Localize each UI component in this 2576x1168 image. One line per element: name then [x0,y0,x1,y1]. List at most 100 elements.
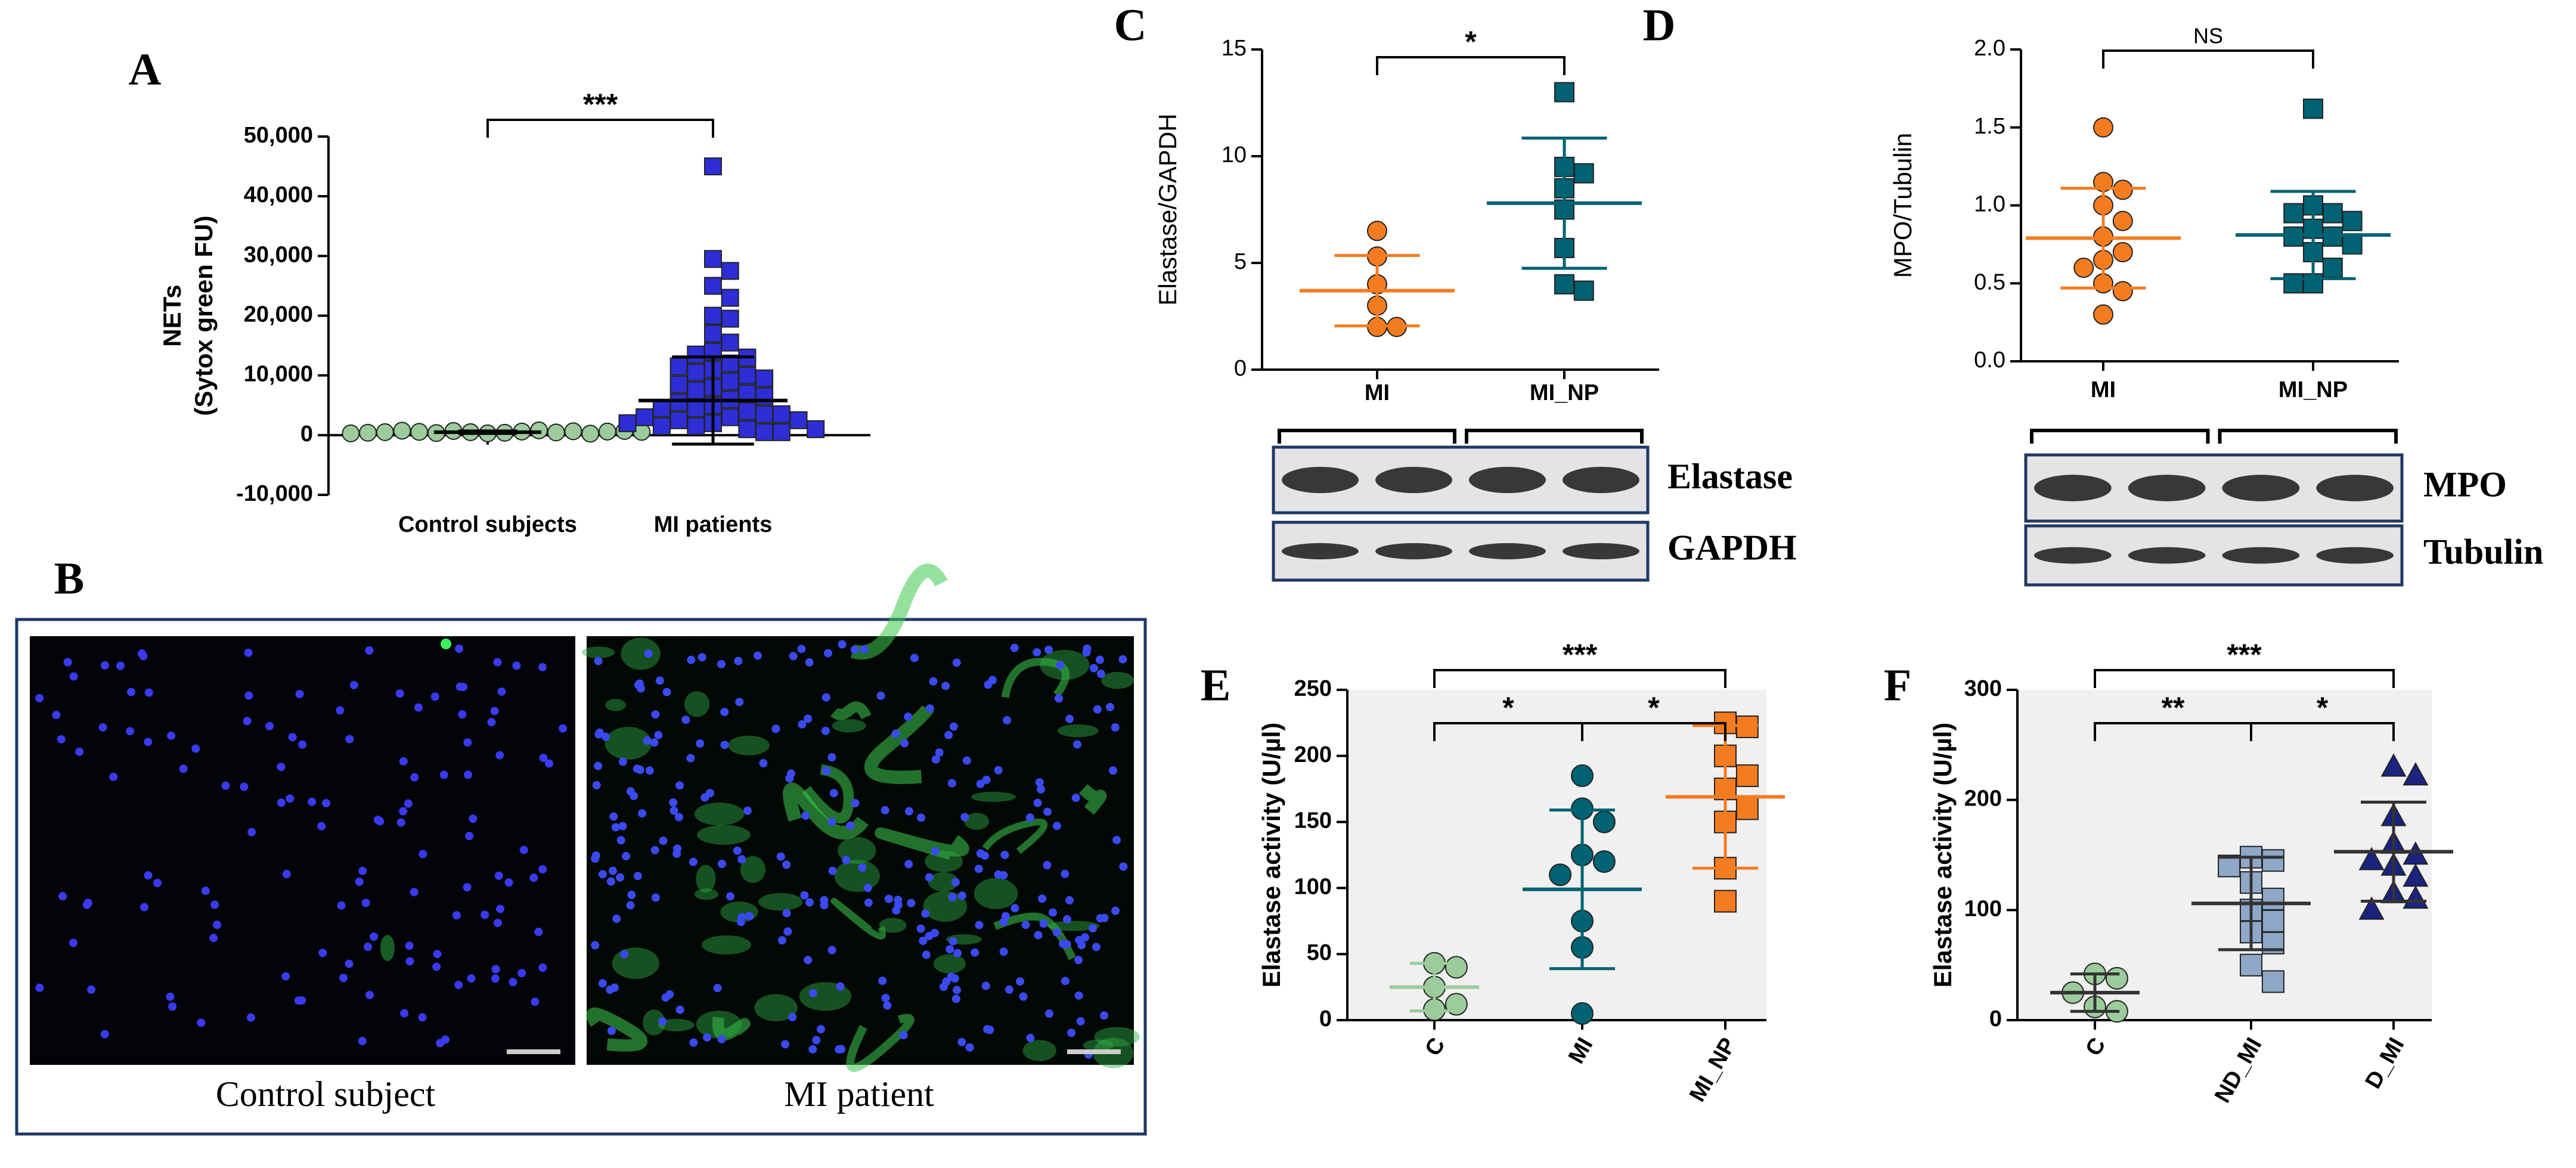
error-bar [2218,856,2284,952]
net-patch [697,825,751,845]
nucleus [1119,862,1128,871]
nucleus [822,766,831,775]
nucleus [213,921,222,930]
nucleus [976,779,985,788]
nucleus [559,724,568,733]
nucleus [400,1009,409,1018]
nucleus [904,860,913,869]
nucleus [916,924,925,933]
point [2112,281,2133,302]
net-fiber [1078,784,1107,815]
nucleus [1000,850,1009,859]
nucleus [781,1040,790,1049]
nucleus [777,936,786,945]
net-patch [879,918,907,933]
nucleus [921,909,930,918]
error-bar [458,429,517,435]
point [2303,98,2323,119]
nucleus [467,974,476,983]
nucleus [673,844,682,853]
point [704,250,722,268]
nucleus [365,990,374,999]
nucleus [881,993,890,1002]
y-tick-label: 0 [1234,356,1247,381]
nucleus [976,849,985,858]
point [687,399,705,417]
nucleus [1019,992,1028,1001]
error-bar [2060,187,2146,290]
nucleus [127,687,136,696]
nucleus [983,1025,992,1034]
y-axis-label: Elastase/GAPDH [1154,113,1182,305]
x-tick-label: MI patients [654,512,772,537]
nucleus [720,708,729,717]
nucleus [69,938,78,947]
nucleus [651,710,660,719]
nucleus [364,943,373,952]
net-patch [1094,1027,1140,1047]
y-tick-label: 0.0 [1974,348,2005,373]
nucleus [1016,977,1025,986]
significance-label: *** [583,88,618,121]
point [704,157,722,176]
nucleus [944,730,953,739]
nucleus [52,711,61,720]
nucleus [894,900,903,909]
nucleus [1100,913,1109,922]
y-tick-label: 1.0 [1974,192,2005,217]
nucleus [626,901,635,910]
point [687,345,705,364]
point [755,423,774,441]
point [1367,221,1387,241]
point [704,277,722,295]
point [772,405,791,423]
image-caption: MI patient [784,1074,934,1114]
nucleus [295,690,304,699]
net-fiber [982,818,1048,854]
nucleus [497,687,506,696]
nucleus [410,888,419,897]
nucleus [606,877,615,886]
net-patch [971,791,1016,802]
nucleus [598,870,607,879]
nucleus [659,837,668,845]
significance-label: * [1648,691,1660,724]
net-patch [696,1011,742,1039]
nucleus [602,732,610,741]
net-patch [582,646,615,659]
nucleus [1055,694,1064,703]
nucleus [439,770,448,779]
nucleus [1038,894,1047,903]
panel-letter: A [129,44,162,94]
nucleus [616,836,625,845]
nucleus [686,754,695,763]
point [721,333,739,352]
point [2240,953,2262,977]
point [2303,273,2323,294]
nucleus [452,911,461,920]
significance-label: *** [2227,638,2262,671]
nucleus [1096,670,1105,679]
nucleus [349,681,358,690]
nucleus [463,883,472,892]
nucleus [1077,941,1086,950]
nucleus [850,645,859,654]
nucleus [404,799,413,808]
nucleus [594,761,603,770]
net-patch [1047,921,1100,931]
y-tick-label: 5 [1234,249,1247,274]
blot-band [1282,543,1359,560]
nucleus [788,1012,797,1021]
point [1571,764,1594,788]
nucleus [539,754,548,763]
net-fiber [802,764,854,824]
nucleus [883,1001,892,1010]
nucleus [512,661,521,670]
y-tick-label: 300 [1964,676,2002,701]
net-patch [758,893,803,911]
y-tick-label: 200 [1294,742,1332,767]
nucleus [345,959,354,968]
point [547,423,565,442]
net-fiber [864,705,934,785]
nucleus [82,900,91,909]
